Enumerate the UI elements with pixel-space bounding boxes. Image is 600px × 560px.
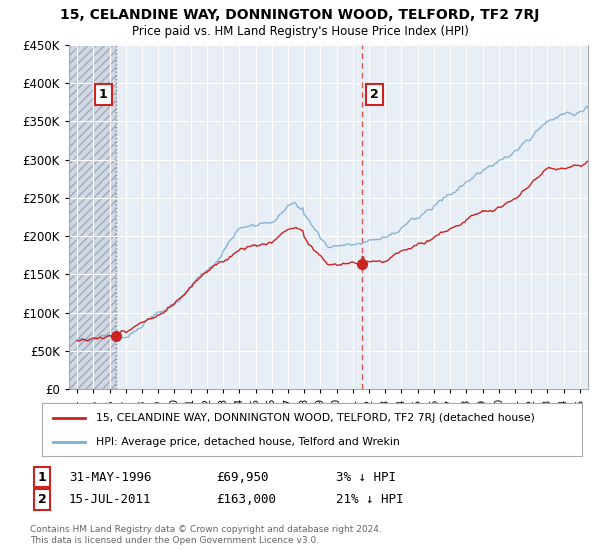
Text: £69,950: £69,950 (216, 470, 269, 484)
Text: 1: 1 (38, 470, 46, 484)
Text: 15, CELANDINE WAY, DONNINGTON WOOD, TELFORD, TF2 7RJ: 15, CELANDINE WAY, DONNINGTON WOOD, TELF… (61, 8, 539, 22)
Text: HPI: Average price, detached house, Telford and Wrekin: HPI: Average price, detached house, Telf… (96, 436, 400, 446)
Text: 15-JUL-2011: 15-JUL-2011 (69, 493, 151, 506)
Text: Contains HM Land Registry data © Crown copyright and database right 2024.
This d: Contains HM Land Registry data © Crown c… (30, 525, 382, 545)
Text: 3% ↓ HPI: 3% ↓ HPI (336, 470, 396, 484)
Text: £163,000: £163,000 (216, 493, 276, 506)
Text: Price paid vs. HM Land Registry's House Price Index (HPI): Price paid vs. HM Land Registry's House … (131, 25, 469, 38)
Text: 2: 2 (38, 493, 46, 506)
Text: 21% ↓ HPI: 21% ↓ HPI (336, 493, 404, 506)
Bar (69, 45, 116, 389)
Text: 15, CELANDINE WAY, DONNINGTON WOOD, TELFORD, TF2 7RJ (detached house): 15, CELANDINE WAY, DONNINGTON WOOD, TELF… (96, 413, 535, 423)
Text: 31-MAY-1996: 31-MAY-1996 (69, 470, 151, 484)
Text: 1: 1 (99, 88, 108, 101)
Text: 2: 2 (370, 88, 379, 101)
